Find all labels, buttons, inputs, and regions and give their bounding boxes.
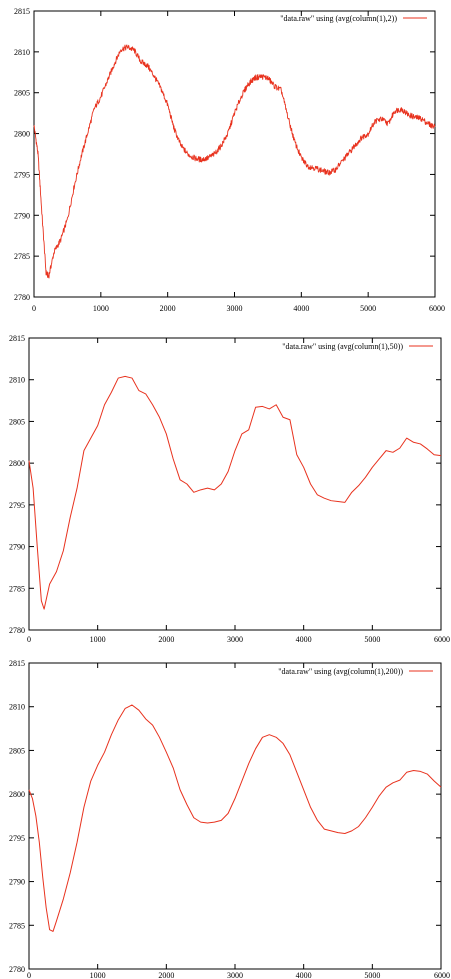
legend-label: "data.raw" using (avg(column(1),50)) <box>282 342 403 351</box>
x-tick-label: 1000 <box>90 971 106 979</box>
series-line <box>28 704 442 932</box>
x-tick-label: 6000 <box>434 971 450 979</box>
y-tick-label: 2780 <box>14 293 30 302</box>
y-tick-label: 2800 <box>14 130 30 139</box>
x-tick-label: 3000 <box>227 304 243 313</box>
x-tick-label: 2000 <box>160 304 176 313</box>
y-tick-label: 2790 <box>14 211 30 220</box>
legend-label: "data.raw" using (avg(column(1),200)) <box>278 667 403 676</box>
chart-1: 2780 2785 2790 2795 2800 2805 2810 2815 0 1000 200… <box>14 7 445 313</box>
y-tick-label: 2815 <box>9 659 25 668</box>
series-line <box>28 375 442 610</box>
y-tick-label: 2805 <box>9 746 25 755</box>
x-tick-label: 0 <box>32 304 36 313</box>
y-tick-label: 2800 <box>9 459 25 468</box>
y-tick-label: 2805 <box>14 89 30 98</box>
x-tick-label: 6000 <box>434 635 450 644</box>
x-tick-label: 4000 <box>293 304 309 313</box>
y-tick-label: 2785 <box>9 584 25 593</box>
x-tick-label: 3000 <box>227 635 243 644</box>
series-line <box>33 44 436 279</box>
x-tick-label: 0 <box>27 971 31 979</box>
y-tick-label: 2805 <box>9 417 25 426</box>
x-tick-label: 4000 <box>296 635 312 644</box>
x-tick-label: 5000 <box>364 635 380 644</box>
y-tick-label: 2810 <box>9 703 25 712</box>
x-tick-label: 4000 <box>296 971 312 979</box>
x-tick-label: 3000 <box>227 971 243 979</box>
plot-frame <box>33 10 436 298</box>
y-tick-label: 2800 <box>9 790 25 799</box>
y-tick-label: 2810 <box>14 48 30 57</box>
plot-frame <box>28 662 442 970</box>
chart-panel-2: 2780 2785 2790 2795 2800 2805 2810 2815 0 1000 200… <box>0 326 451 646</box>
y-tick-label: 2815 <box>14 7 30 16</box>
y-tick-label: 2815 <box>9 334 25 343</box>
plot-frame <box>28 337 442 631</box>
x-tick-label: 5000 <box>364 971 380 979</box>
chart-panel-3: 2780 2785 2790 2795 2800 2805 2810 2815 0 1000 200… <box>0 653 451 979</box>
legend-label: "data.raw" using (avg(column(1),2)) <box>280 14 397 23</box>
y-tick-label: 2780 <box>9 965 25 974</box>
x-tick-label: 2000 <box>158 971 174 979</box>
x-tick-label: 1000 <box>93 304 109 313</box>
x-tick-label: 2000 <box>158 635 174 644</box>
chart-3: 2780 2785 2790 2795 2800 2805 2810 2815 0 1000 200… <box>9 659 450 979</box>
y-tick-label: 2785 <box>14 252 30 261</box>
y-tick-label: 2810 <box>9 376 25 385</box>
chart-panel-1: 2780 2785 2790 2795 2800 2805 2810 2815 0 1000 200… <box>0 0 451 320</box>
x-tick-label: 1000 <box>90 635 106 644</box>
y-tick-label: 2795 <box>14 170 30 179</box>
y-tick-label: 2795 <box>9 834 25 843</box>
y-tick-label: 2790 <box>9 543 25 552</box>
chart-2: 2780 2785 2790 2795 2800 2805 2810 2815 0 1000 200… <box>9 334 450 644</box>
y-tick-label: 2790 <box>9 878 25 887</box>
y-tick-label: 2795 <box>9 501 25 510</box>
y-tick-label: 2780 <box>9 626 25 635</box>
y-tick-label: 2785 <box>9 921 25 930</box>
x-tick-label: 6000 <box>429 304 445 313</box>
x-tick-label: 5000 <box>360 304 376 313</box>
x-tick-label: 0 <box>27 635 31 644</box>
